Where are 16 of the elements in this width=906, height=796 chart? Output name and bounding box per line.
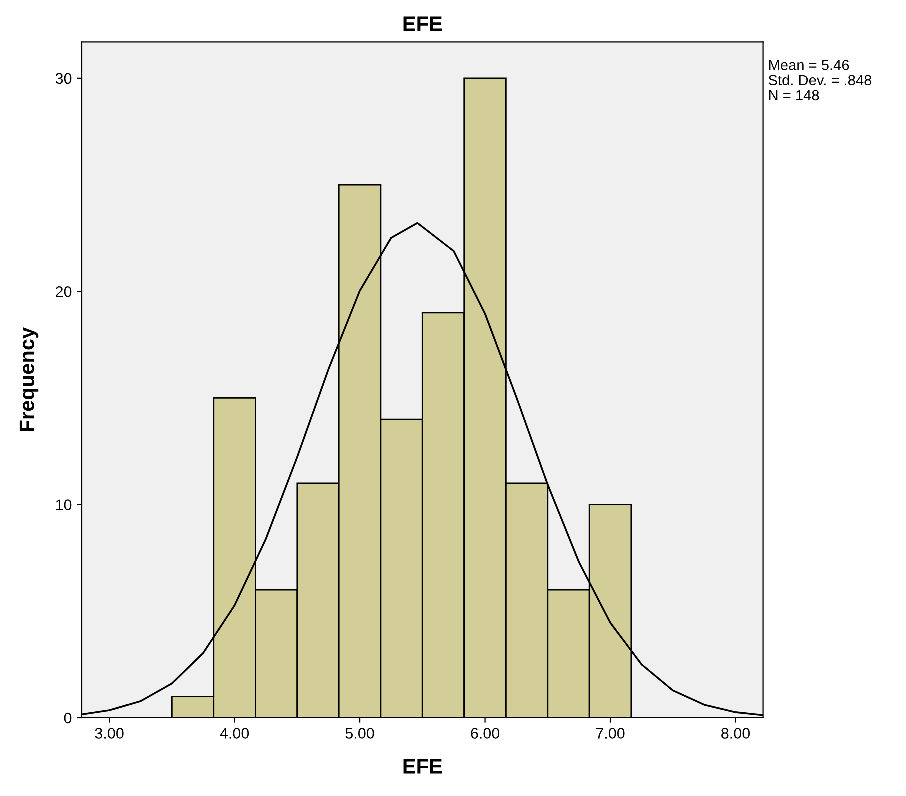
text: N = 148	[769, 90, 820, 101]
y-axis-title: Frequency	[20, 328, 39, 432]
y-tick-label: 30	[56, 73, 72, 84]
x-tick-label: 5.00	[346, 728, 374, 739]
y-tick-label: 20	[56, 286, 72, 298]
x-tick-label: 3.00	[95, 728, 124, 739]
text: Std. Dev. = .848	[768, 74, 872, 86]
x-axis-title: EFE	[404, 759, 442, 774]
text: Mean = 5.46	[769, 60, 850, 70]
y-tick-label: 10	[56, 500, 72, 510]
x-tick-label: 8.00	[722, 728, 750, 739]
x-tick-label: 7.00	[596, 728, 625, 739]
x-tick-label: 6.00	[471, 728, 500, 739]
y-tick-label: 0	[64, 712, 72, 724]
chart-title: EFE	[404, 16, 442, 32]
x-tick-label: 4.00	[220, 728, 250, 739]
